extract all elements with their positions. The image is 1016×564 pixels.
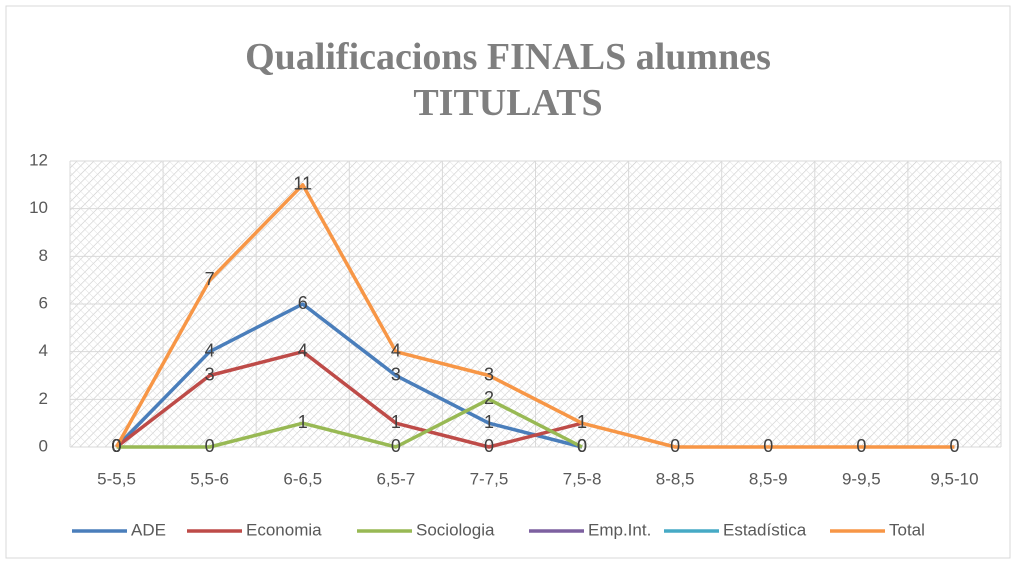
y-tick-label: 8 [39, 246, 48, 265]
legend-label: ADE [131, 520, 166, 539]
data-label: 3 [205, 364, 215, 384]
x-tick-label: 9-9,5 [842, 469, 881, 488]
data-label: 0 [949, 436, 959, 456]
data-label: 11 [293, 174, 312, 194]
x-tick-label: 5-5,5 [97, 469, 136, 488]
data-label: 2 [484, 388, 494, 408]
data-label: 4 [205, 340, 215, 360]
data-label: 3 [484, 364, 494, 384]
data-label: 7 [205, 269, 215, 289]
data-label: 0 [112, 436, 122, 456]
chart-title: Qualificacions FINALS alumnes TITULATS [245, 36, 771, 124]
x-tick-label: 6-6,5 [283, 469, 322, 488]
legend-label: Emp.Int. [588, 520, 651, 539]
data-label: 1 [577, 412, 587, 432]
x-tick-label: 9,5-10 [930, 469, 978, 488]
data-label: 1 [484, 412, 494, 432]
data-label: 0 [670, 436, 680, 456]
data-label: 0 [856, 436, 866, 456]
y-tick-label: 2 [39, 389, 48, 408]
y-tick-label: 10 [29, 198, 48, 217]
y-tick-label: 4 [39, 341, 48, 360]
x-tick-label: 5,5-6 [190, 469, 229, 488]
series-line [115, 349, 583, 449]
legend-label: Sociologia [416, 520, 495, 539]
series-line [115, 302, 583, 449]
legend-label: Total [889, 520, 925, 539]
legend-label: Economia [246, 520, 322, 539]
x-tick-label: 7-7,5 [470, 469, 509, 488]
data-label: 0 [205, 436, 215, 456]
legend-label: Estadística [723, 520, 807, 539]
y-tick-label: 0 [39, 436, 48, 455]
series-line [115, 183, 955, 449]
data-label: 1 [298, 412, 308, 432]
data-label: 1 [391, 412, 401, 432]
data-label: 0 [577, 436, 587, 456]
data-label: 1 [577, 412, 587, 432]
data-label: 0 [112, 436, 122, 456]
data-label: 0 [112, 436, 122, 456]
y-tick-label: 6 [39, 293, 48, 312]
data-label: 6 [298, 293, 308, 313]
data-label: 0 [763, 436, 773, 456]
data-label: 4 [298, 340, 308, 360]
x-tick-label: 7,5-8 [563, 469, 602, 488]
data-label: 0 [484, 436, 494, 456]
data-label: 0 [112, 436, 122, 456]
series-line [116, 397, 583, 449]
data-label: 4 [391, 340, 401, 360]
data-label: 3 [391, 364, 401, 384]
x-tick-label: 8,5-9 [749, 469, 788, 488]
x-tick-label: 8-8,5 [656, 469, 695, 488]
data-label: 0 [112, 436, 122, 456]
data-label: 0 [577, 436, 587, 456]
data-label: 0 [391, 436, 401, 456]
data-label: 0 [112, 436, 122, 456]
x-tick-label: 6,5-7 [376, 469, 415, 488]
y-tick-label: 12 [29, 150, 48, 169]
